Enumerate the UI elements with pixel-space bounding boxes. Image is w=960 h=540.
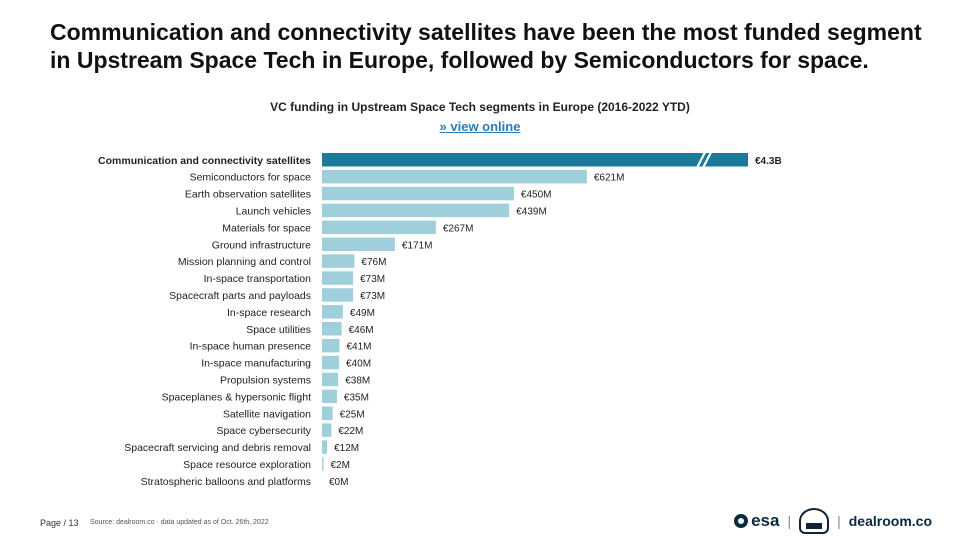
value-label: €49M xyxy=(350,308,375,319)
esa-logo: esa xyxy=(734,511,779,531)
category-label: Spacecraft parts and payloads xyxy=(169,290,311,302)
value-label: €267M xyxy=(443,223,474,234)
bar xyxy=(322,288,354,302)
bar xyxy=(322,186,514,201)
category-label: Space cybersecurity xyxy=(216,425,311,437)
logo-bar: esa | | dealroom.co xyxy=(734,506,932,536)
value-label: €450M xyxy=(521,190,552,201)
bar xyxy=(322,406,333,420)
value-label: €25M xyxy=(340,409,365,420)
bar xyxy=(322,254,355,268)
category-label: Spaceplanes & hypersonic flight xyxy=(162,391,312,403)
value-label: €40M xyxy=(346,359,371,370)
category-label: Stratospheric balloons and platforms xyxy=(141,476,311,488)
category-label: Spacecraft servicing and debris removal xyxy=(124,442,311,454)
value-label: €621M xyxy=(594,173,625,184)
headline: Communication and connectivity satellite… xyxy=(50,18,950,74)
value-label: €0M xyxy=(329,477,348,488)
value-label: €4.3B xyxy=(755,156,782,167)
bar xyxy=(322,169,587,184)
category-label: In-space research xyxy=(227,307,311,319)
category-label: In-space human presence xyxy=(190,341,312,353)
bar xyxy=(322,372,339,387)
category-label: Space resource exploration xyxy=(183,459,311,471)
bar xyxy=(322,271,354,285)
logo-separator: | xyxy=(787,513,792,529)
value-label: €171M xyxy=(402,240,433,251)
category-label: Space utilities xyxy=(246,324,311,336)
value-label: €41M xyxy=(346,342,371,353)
value-label: €12M xyxy=(334,443,359,454)
bar xyxy=(322,457,324,471)
bar xyxy=(322,153,748,167)
value-label: €22M xyxy=(338,426,363,437)
category-label: Semiconductors for space xyxy=(190,172,312,184)
source-note: Source: dealroom.co · data updated as of… xyxy=(90,519,269,526)
category-label: In-space manufacturing xyxy=(201,358,311,370)
dealroom-logo: dealroom.co xyxy=(848,513,932,529)
headline-line-1: Communication and connectivity satellite… xyxy=(50,19,922,45)
bar xyxy=(322,338,340,353)
view-online-link[interactable]: » view online xyxy=(439,119,521,134)
bar xyxy=(322,322,342,336)
bar xyxy=(322,423,332,437)
category-label: Materials for space xyxy=(222,222,311,234)
bar xyxy=(322,305,343,319)
category-label: Communication and connectivity satellite… xyxy=(98,155,311,167)
value-label: €46M xyxy=(349,325,374,336)
category-label: Ground infrastructure xyxy=(212,239,311,251)
headline-line-2: in Upstream Space Tech in Europe, follow… xyxy=(50,47,869,73)
esa-mark-icon xyxy=(734,514,749,528)
emblem-logo-icon xyxy=(799,508,830,534)
bar xyxy=(322,355,340,370)
bar-chart: Communication and connectivity satellite… xyxy=(98,151,782,488)
bar xyxy=(322,440,328,454)
chart-title: VC funding in Upstream Space Tech segmen… xyxy=(270,100,690,114)
bar xyxy=(322,203,510,218)
value-label: €38M xyxy=(345,375,370,386)
value-label: €73M xyxy=(360,274,385,285)
category-label: Launch vehicles xyxy=(236,205,311,217)
category-label: Mission planning and control xyxy=(178,256,311,268)
value-label: €439M xyxy=(516,206,547,217)
bar xyxy=(322,389,337,404)
page-number: Page / 13 xyxy=(40,518,79,528)
esa-logo-text: esa xyxy=(751,511,780,530)
bar xyxy=(322,237,395,251)
value-label: €2M xyxy=(331,460,350,471)
axis-break-mark xyxy=(696,151,707,169)
value-label: €73M xyxy=(360,291,385,302)
axis-break-mark xyxy=(702,151,713,169)
category-label: Satellite navigation xyxy=(223,408,311,420)
value-label: €35M xyxy=(344,392,369,403)
category-label: In-space transportation xyxy=(204,273,312,285)
bar xyxy=(322,220,436,235)
category-label: Earth observation satellites xyxy=(185,189,311,201)
logo-separator-2: | xyxy=(837,513,841,529)
value-label: €76M xyxy=(361,257,386,268)
category-label: Propulsion systems xyxy=(220,374,311,386)
